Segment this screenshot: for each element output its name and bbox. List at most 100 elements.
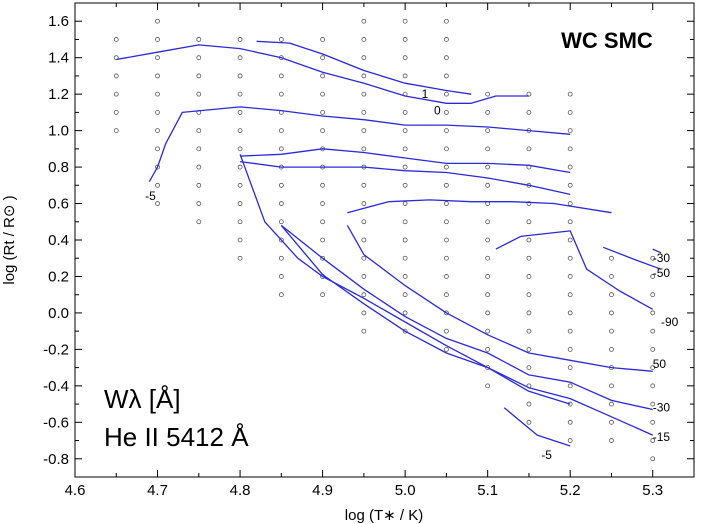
- contour-label: -30: [653, 401, 671, 415]
- grid-point: [567, 146, 573, 152]
- grid-point: [320, 109, 326, 115]
- grid-point: [196, 201, 202, 206]
- grid-point: [237, 73, 243, 79]
- grid-point: [402, 18, 408, 24]
- grid-point: [526, 219, 532, 225]
- grid-point: [567, 255, 573, 261]
- grid-point: [278, 182, 284, 188]
- contour-label: -90: [661, 315, 679, 329]
- grid-point: [567, 292, 573, 298]
- grid-point: [237, 182, 243, 188]
- grid-point: [650, 328, 656, 334]
- grid-point: [196, 37, 202, 42]
- contour-line: [346, 225, 653, 372]
- x-tick-label: 4.8: [230, 482, 251, 499]
- contour-line: [256, 40, 472, 95]
- grid-point: [320, 292, 326, 298]
- grid-point: [443, 73, 449, 79]
- y-tick-label: -0.4: [43, 378, 69, 395]
- contour-label: -50: [653, 266, 671, 280]
- grid-point: [443, 55, 449, 61]
- grid-point: [526, 401, 532, 407]
- y-tick-label: 0.4: [48, 232, 69, 249]
- grid-point: [650, 255, 656, 261]
- y-tick-label: 0.8: [48, 159, 69, 176]
- grid-point: [650, 365, 656, 371]
- contour-label: 1: [422, 87, 429, 101]
- grid-point: [155, 201, 160, 206]
- grid-point: [278, 91, 284, 97]
- contour-line: [280, 224, 653, 411]
- grid-point: [526, 146, 532, 152]
- grid-point: [609, 438, 614, 443]
- grid-point: [320, 237, 326, 243]
- grid-point: [237, 201, 243, 206]
- y-tick-label: -0.8: [43, 451, 69, 468]
- grid-point: [196, 146, 202, 152]
- grid-point: [567, 128, 573, 134]
- grid-point: [609, 328, 614, 334]
- y-tick-label: -0.2: [43, 341, 69, 358]
- grid-point: [155, 37, 160, 42]
- contour-label: -30: [653, 251, 671, 265]
- grid-point: [526, 346, 532, 352]
- grid-point: [278, 219, 284, 225]
- grid-point: [443, 128, 449, 134]
- grid-point: [361, 55, 367, 61]
- grid-point: [609, 401, 614, 407]
- grid-point: [443, 146, 449, 152]
- grid-point: [485, 328, 491, 334]
- grid-point: [361, 201, 367, 206]
- x-tick-label: 5.2: [560, 482, 581, 499]
- grid-point: [237, 37, 243, 42]
- grid-point: [402, 274, 408, 279]
- grid-point: [526, 310, 532, 316]
- grid-point: [650, 292, 656, 298]
- x-tick-label: 5.0: [395, 482, 416, 499]
- grid-point: [485, 274, 491, 279]
- grid-point: [567, 274, 573, 279]
- grid-point: [361, 182, 367, 188]
- grid-point: [155, 146, 160, 152]
- grid-point: [402, 201, 408, 206]
- grid-point: [113, 73, 119, 79]
- grid-point: [443, 109, 449, 115]
- grid-point: [609, 310, 614, 316]
- grid-point: [443, 219, 449, 225]
- grid-point: [237, 109, 243, 115]
- grid-point: [567, 365, 573, 371]
- grid-point: [155, 73, 160, 79]
- grid-point: [402, 55, 408, 61]
- grid-point: [361, 73, 367, 79]
- contour-line: [495, 230, 654, 310]
- axis-ticks: 4.6 4.7 4.8 4.9 5.0 5.1 5.2 5.3 -0.8 -0.6 -0.4 -0.2…: [43, 3, 695, 499]
- grid-point: [155, 109, 160, 115]
- grid-point: [609, 383, 614, 389]
- grid-point: [402, 219, 408, 225]
- grid-point: [361, 310, 367, 316]
- x-tick-label: 4.6: [65, 482, 86, 499]
- grid-point: [650, 456, 656, 462]
- grid-point: [567, 438, 573, 443]
- grid-point: [526, 91, 532, 97]
- grid-point: [526, 328, 532, 334]
- grid-point: [567, 219, 573, 225]
- grid-point: [567, 328, 573, 334]
- grid-point: [402, 146, 408, 152]
- grid-point: [278, 128, 284, 134]
- grid-point: [196, 219, 202, 225]
- grid-point: [485, 346, 491, 352]
- y-tick-label: 0.2: [48, 268, 69, 285]
- grid-point: [237, 55, 243, 61]
- grid-point: [526, 365, 532, 371]
- grid-point: [567, 201, 573, 206]
- grid-point: [237, 146, 243, 152]
- grid-point: [402, 182, 408, 188]
- grid-point: [237, 91, 243, 97]
- grid-point: [278, 201, 284, 206]
- grid-point: [609, 255, 614, 261]
- grid-point: [526, 255, 532, 261]
- contour-line: [347, 199, 612, 214]
